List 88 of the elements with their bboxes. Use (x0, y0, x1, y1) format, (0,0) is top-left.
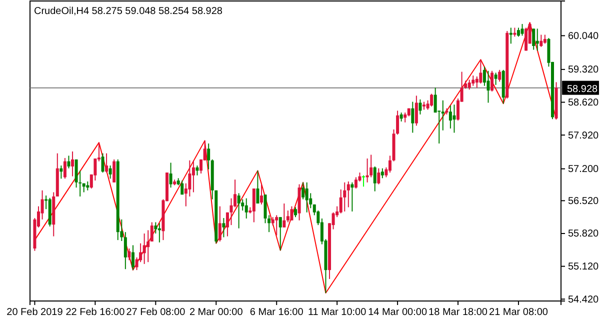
ref-line-label: 58.928 (567, 84, 598, 95)
candlestick (60, 165, 63, 180)
candlestick (256, 170, 260, 204)
candlestick (112, 158, 116, 183)
candlestick (377, 168, 380, 185)
candlestick (343, 182, 346, 212)
candlestick (180, 180, 184, 196)
x-tick-label: 6 Mar 16:00 (250, 307, 304, 318)
x-tick-label: 20 Feb 2019 (6, 307, 64, 318)
y-tick-label: 57.920 (568, 130, 600, 142)
candlestick (475, 76, 478, 88)
candlestick (373, 166, 376, 192)
candlestick (305, 182, 308, 213)
candlestick (275, 214, 278, 236)
candlestick (124, 232, 127, 270)
candlestick (260, 184, 263, 205)
y-tick-label: 59.320 (568, 64, 600, 76)
y-tick-label: 55.820 (568, 228, 600, 240)
x-tick-label: 18 Mar 18:00 (428, 307, 488, 318)
y-tick-label: 60.040 (568, 30, 600, 42)
y-tick-label: 57.200 (568, 164, 600, 176)
candlestick (520, 23, 524, 36)
candlestick (207, 143, 210, 170)
candlestick (105, 152, 108, 174)
candlestick (196, 165, 199, 176)
x-tick-label: 14 Mar 00:00 (368, 307, 428, 318)
candlestick (498, 69, 502, 82)
candlestick (154, 222, 158, 234)
candlestick (380, 168, 384, 179)
candlestick (63, 158, 66, 180)
candlestick (192, 160, 195, 193)
x-tick-label: 2 Mar 00:00 (189, 307, 244, 318)
candlestick (441, 100, 444, 131)
x-tick-label: 27 Feb 08:00 (126, 307, 186, 318)
y-tick-label: 56.520 (568, 196, 600, 207)
line-series (34, 22, 557, 294)
x-tick-label: 22 Feb 16:00 (66, 307, 126, 318)
candlestick (278, 216, 282, 251)
candlestick (362, 174, 366, 188)
candlestick (252, 188, 256, 223)
candlestick (486, 70, 490, 104)
text: CrudeOil,H4 58.275 59.048 58.254 58.928 (34, 6, 223, 17)
candlestick (67, 155, 70, 169)
candlestick (509, 27, 512, 44)
candlestick (244, 198, 248, 219)
candlestick (418, 98, 422, 115)
candlestick (226, 212, 229, 237)
candlestick (131, 244, 134, 271)
candlestick (290, 206, 294, 221)
candlestick (101, 152, 104, 174)
candlestick (294, 206, 297, 218)
candlestick (302, 182, 305, 200)
candlestick (404, 112, 407, 123)
y-tick-label: 54.420 (568, 294, 600, 306)
candlestick (448, 105, 452, 129)
x-tick-label: 21 Mar 08:00 (489, 307, 548, 318)
candlestick (524, 27, 528, 52)
y-tick-label: 58.620 (568, 97, 600, 108)
candlestick (237, 192, 240, 229)
candlestick (146, 230, 150, 263)
candlestick (354, 176, 358, 189)
candlestick (411, 101, 414, 134)
candlestick (222, 218, 226, 238)
candlestick (286, 210, 290, 223)
candlestick (430, 93, 434, 107)
candlestick (71, 150, 74, 177)
y-tick-label: 55.120 (568, 262, 600, 273)
candlestick (388, 155, 392, 174)
candlestick (128, 248, 131, 261)
candlestick (472, 75, 475, 86)
candlestick (350, 182, 354, 212)
candlestick (169, 162, 172, 188)
candlestick (414, 95, 418, 126)
candlestick (494, 72, 498, 86)
x-tick-label: 11 Mar 10:00 (308, 307, 367, 318)
candlestick (532, 28, 536, 50)
candlestick (468, 79, 471, 90)
candlestick (479, 59, 482, 84)
candlestick (452, 104, 456, 134)
candlestick (218, 206, 222, 242)
candlestick (346, 180, 350, 208)
candlestick (150, 222, 154, 242)
candlestick (142, 233, 146, 264)
candlestick (366, 158, 369, 183)
candlestick (282, 203, 286, 228)
candlestick (108, 165, 112, 180)
candlestick (540, 34, 543, 48)
candlestick (490, 70, 494, 92)
